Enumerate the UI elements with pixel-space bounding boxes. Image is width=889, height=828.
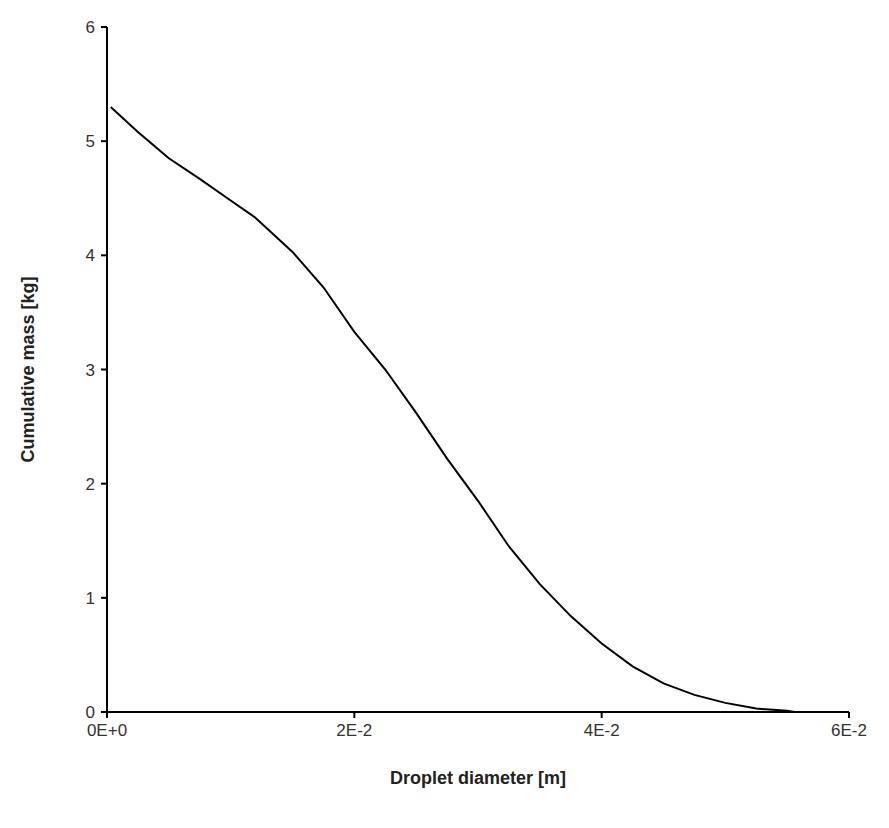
svg-text:0E+0: 0E+0 — [87, 721, 127, 740]
svg-text:0: 0 — [86, 703, 95, 722]
svg-text:2E-2: 2E-2 — [336, 721, 372, 740]
svg-text:Cumulative mass [kg]: Cumulative mass [kg] — [18, 276, 38, 462]
svg-text:Droplet diameter [m]: Droplet diameter [m] — [390, 768, 566, 788]
svg-text:5: 5 — [86, 132, 95, 151]
svg-text:2: 2 — [86, 475, 95, 494]
svg-text:1: 1 — [86, 589, 95, 608]
svg-text:6E-2: 6E-2 — [831, 721, 867, 740]
svg-text:3: 3 — [86, 361, 95, 380]
svg-text:4E-2: 4E-2 — [584, 721, 620, 740]
svg-text:4: 4 — [86, 246, 95, 265]
svg-text:6: 6 — [86, 18, 95, 37]
